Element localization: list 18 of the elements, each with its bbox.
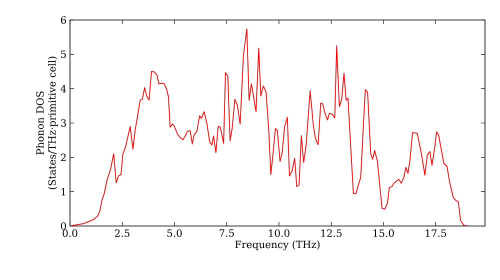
y-tick-label: 2 <box>60 154 66 162</box>
y-tick-label: 1 <box>61 188 66 196</box>
x-tick-label: 15.0 <box>374 229 394 237</box>
x-tick-label: 10.0 <box>269 229 290 237</box>
y-tick-label: 6 <box>60 16 66 24</box>
x-tick-label: 0.0 <box>62 229 78 237</box>
x-axis-title: Frequency (THz) <box>235 240 320 250</box>
x-tick-label: 17.5 <box>426 229 446 237</box>
y-tick-label: 3 <box>61 119 66 127</box>
y-axis-title: Phonon DOS (States/THz·primitive cell) <box>36 56 58 190</box>
x-tick-label: 2.5 <box>114 229 130 237</box>
y-tick-label: 0 <box>60 222 66 230</box>
x-tick-label: 12.5 <box>321 229 342 237</box>
x-tick-label: 7.5 <box>220 229 234 237</box>
y-tick-label: 4 <box>60 84 66 92</box>
y-tick-label: 5 <box>61 50 66 58</box>
line-series <box>70 28 486 226</box>
x-tick-label: 5.0 <box>167 229 182 237</box>
